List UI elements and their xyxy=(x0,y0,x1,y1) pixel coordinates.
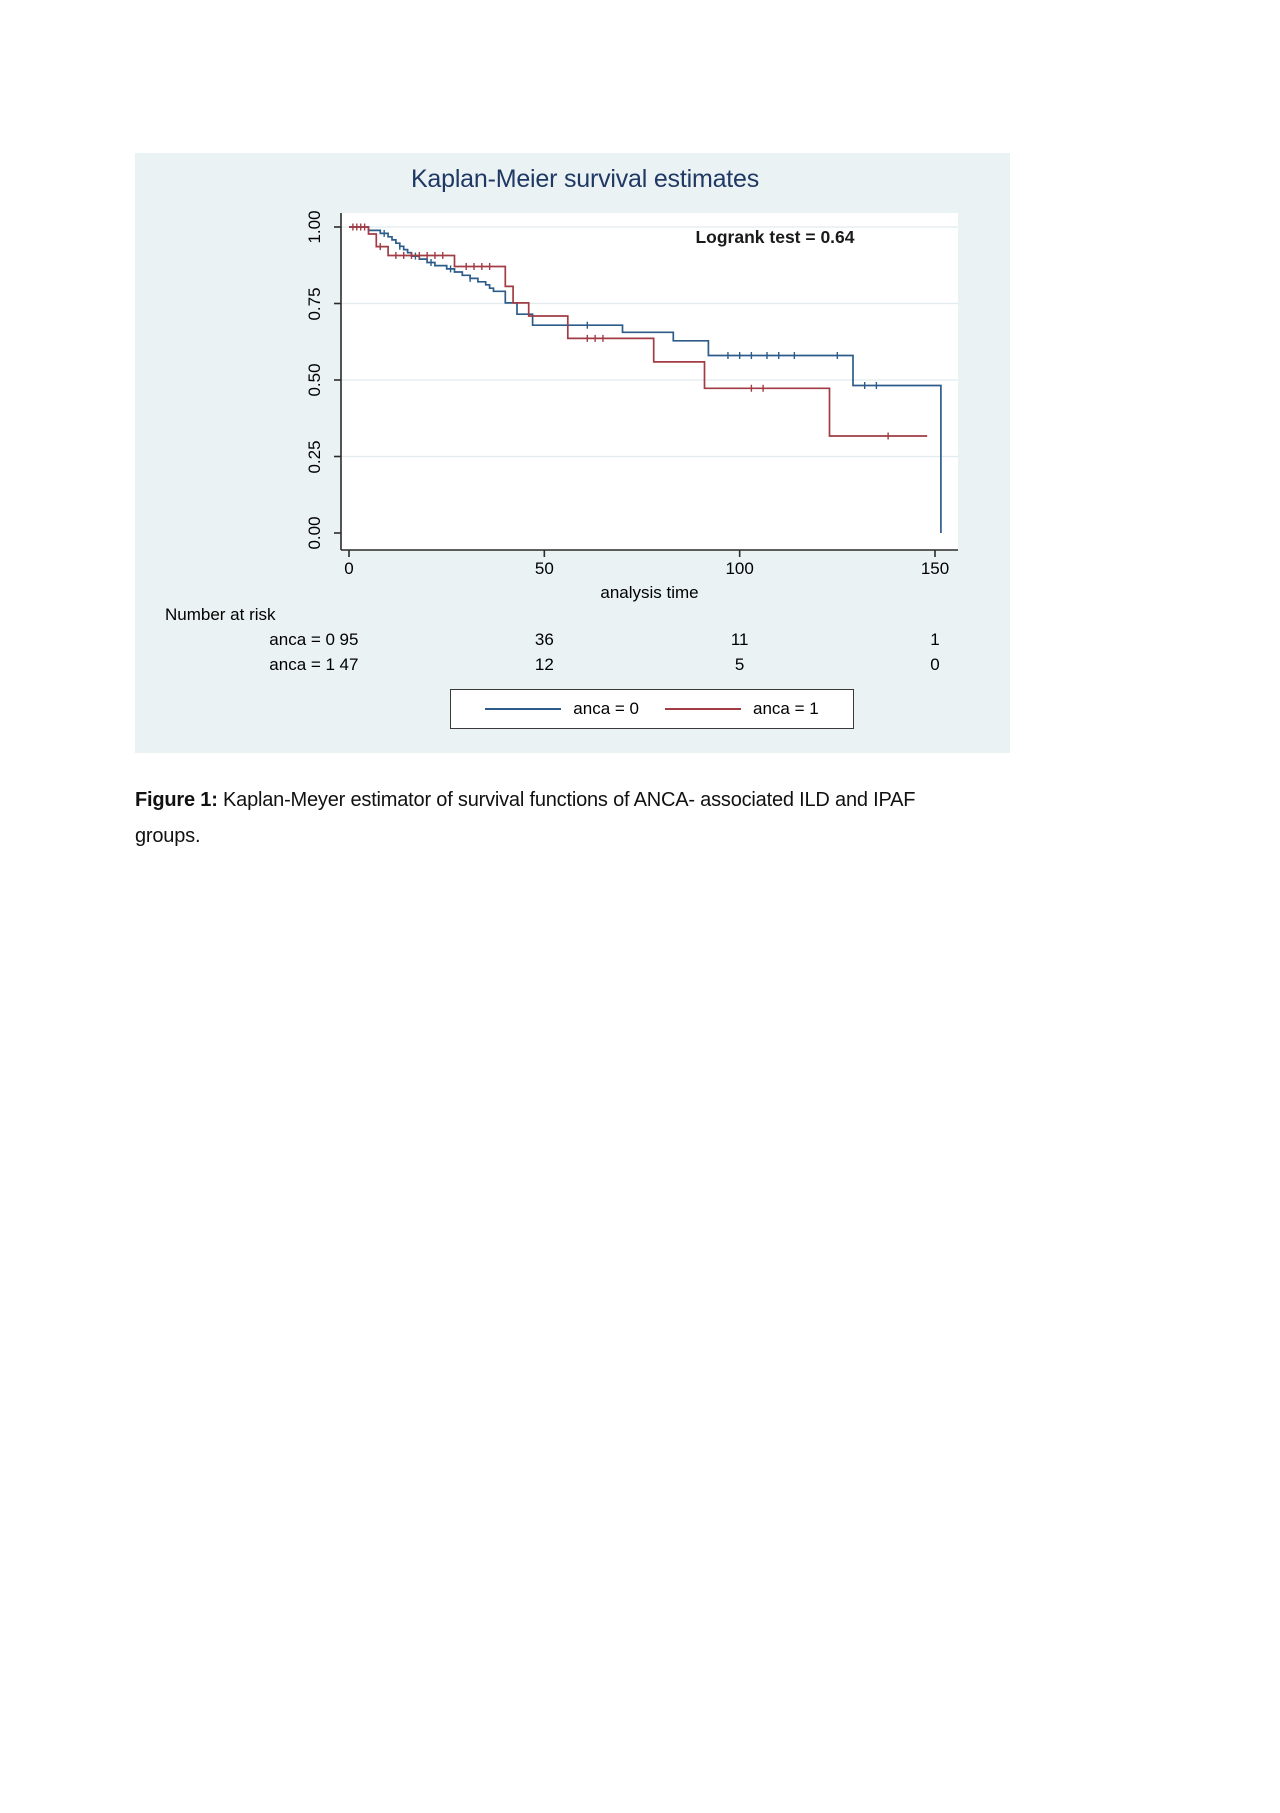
risk-table-heading: Number at risk xyxy=(165,605,276,624)
figure-caption-label: Figure 1: xyxy=(135,789,218,811)
km-figure: Kaplan-Meier survival estimates Logrank … xyxy=(135,153,1010,753)
logrank-annotation: Logrank test = 0.64 xyxy=(695,227,855,247)
x-tick-label: 150 xyxy=(920,559,950,578)
risk-count: 12 xyxy=(534,655,554,674)
km-curve-anca1 xyxy=(349,226,928,437)
plot-area xyxy=(341,213,958,550)
figure-caption-text: Kaplan-Meyer estimator of survival funct… xyxy=(135,789,916,847)
y-tick-label: 0.25 xyxy=(305,439,324,474)
risk-count: 11 xyxy=(730,630,749,649)
risk-row-label: anca = 1 xyxy=(269,655,335,674)
risk-count: 47 xyxy=(339,655,359,674)
risk-count: 36 xyxy=(534,630,554,649)
chart-title: Kaplan-Meier survival estimates xyxy=(410,165,760,193)
risk-row-label: anca = 0 xyxy=(269,630,335,649)
legend-item: anca = 0 xyxy=(485,699,639,719)
legend-item: anca = 1 xyxy=(665,699,819,719)
y-tick-label: 1.00 xyxy=(305,210,324,244)
risk-count: 95 xyxy=(339,630,359,649)
x-tick-label: 100 xyxy=(725,559,754,578)
km-curve-anca0 xyxy=(349,226,942,533)
legend-line-swatch xyxy=(485,708,562,710)
y-tick-label: 0.00 xyxy=(305,516,324,550)
km-plot xyxy=(334,213,958,557)
y-tick-label: 0.75 xyxy=(305,286,324,321)
figure-caption: Figure 1: Kaplan-Meyer estimator of surv… xyxy=(135,782,950,854)
y-tick-label: 0.50 xyxy=(305,363,324,397)
x-axis-title: analysis time xyxy=(600,583,699,602)
legend-line-swatch xyxy=(665,708,741,710)
risk-count: 1 xyxy=(930,630,940,649)
risk-count: 0 xyxy=(930,655,940,674)
legend-label: anca = 1 xyxy=(753,699,819,718)
legend-label: anca = 0 xyxy=(573,699,639,718)
legend: anca = 0 anca = 1 xyxy=(450,689,854,729)
risk-count: 5 xyxy=(734,655,745,674)
x-tick-label: 50 xyxy=(534,559,554,578)
x-tick-label: 0 xyxy=(344,559,354,578)
